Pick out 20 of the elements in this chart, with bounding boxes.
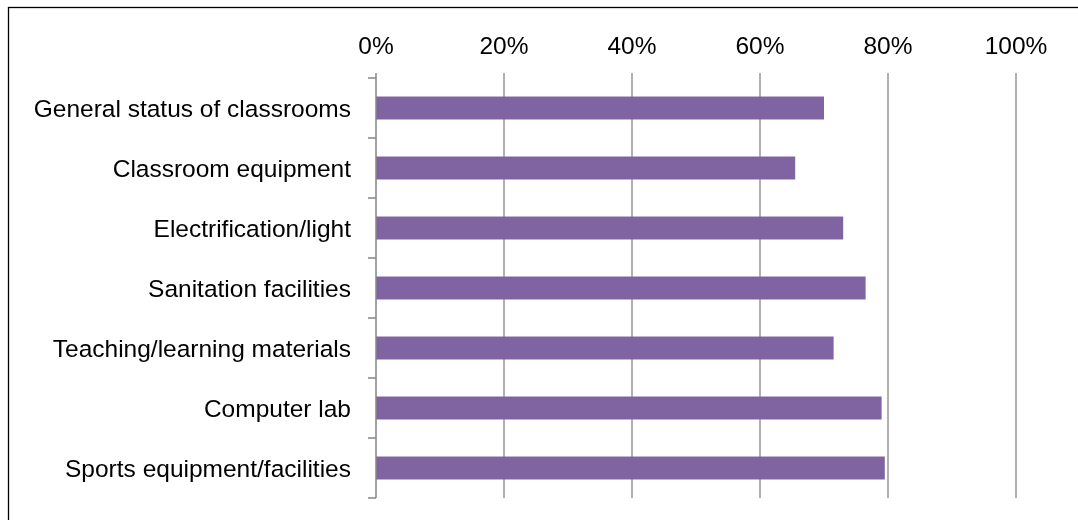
- bar: [376, 216, 844, 240]
- y-tick-label: Sanitation facilities: [148, 274, 351, 302]
- bar: [376, 156, 796, 180]
- y-tick-label: General status of classrooms: [33, 94, 351, 122]
- x-tick-label: 0%: [358, 32, 394, 59]
- y-tick-label: Classroom equipment: [112, 154, 352, 182]
- x-tick-label: 80%: [863, 32, 913, 59]
- bar: [376, 276, 866, 300]
- bar: [376, 456, 885, 480]
- bar: [376, 336, 834, 360]
- x-tick-label: 60%: [735, 32, 785, 59]
- x-tick-label: 100%: [984, 32, 1048, 59]
- y-tick-label: Electrification/light: [153, 214, 352, 242]
- x-tick-label: 40%: [607, 32, 657, 59]
- y-tick-label: Sports equipment/facilities: [65, 454, 351, 482]
- bar: [376, 96, 824, 120]
- bar: [376, 396, 882, 420]
- y-tick-label: Teaching/learning materials: [52, 334, 351, 362]
- x-tick-label: 20%: [479, 32, 529, 59]
- y-tick-label: Computer lab: [203, 394, 351, 422]
